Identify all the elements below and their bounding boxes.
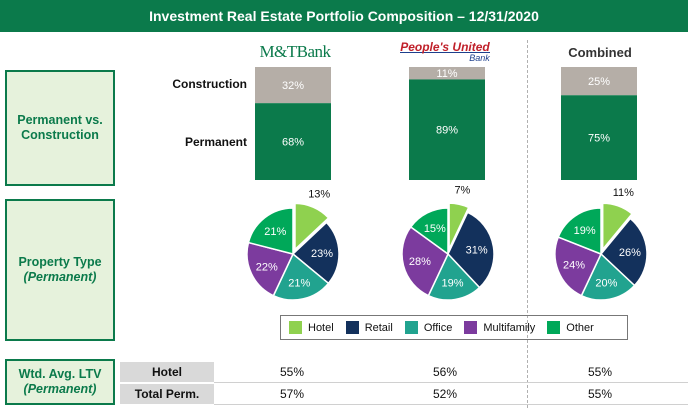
pie-legend: Hotel Retail Office Multifamily Other	[280, 315, 628, 340]
ltv-hotel-combined: 55%	[587, 365, 613, 379]
ltv-bottom-divider	[214, 404, 688, 405]
legend-item-hotel: Hotel	[289, 321, 334, 334]
peoples-united-logo-line1: People's United	[400, 39, 490, 54]
legend-label-office: Office	[423, 321, 453, 334]
row-label-property-type: Property Type (Permanent)	[5, 199, 115, 341]
bar-label-construction-pu: 11%	[436, 68, 457, 80]
ltv-row-divider	[214, 382, 688, 383]
peoples-united-logo-line2: Bank	[469, 52, 490, 63]
page-title: Investment Real Estate Portfolio Composi…	[0, 0, 688, 32]
peoples-united-logo: People's United Bank	[400, 40, 490, 64]
pie-label-mt-retail: 23%	[311, 248, 333, 260]
row-label-property-type-text: Property Type	[18, 255, 102, 269]
bar-label-permanent-pu: 89%	[436, 125, 458, 137]
bar-label-construction: Construction	[172, 77, 247, 91]
pie-slice-combined-other	[557, 207, 602, 256]
pie-slice-mt-other	[247, 207, 294, 255]
legend-label-retail: Retail	[364, 321, 393, 334]
bar-permanent-mt	[255, 103, 331, 180]
pie-label-combined-other: 19%	[574, 225, 596, 237]
bar-construction-mt	[255, 67, 331, 104]
pie-label-combined-hotel: 11%	[613, 187, 634, 199]
legend-swatch-retail	[345, 321, 359, 334]
row-label-ltv: Wtd. Avg. LTV (Permanent)	[5, 359, 115, 405]
ltv-hotel-mt: 55%	[279, 365, 305, 379]
ltv-total-pu: 52%	[432, 387, 458, 401]
legend-swatch-other	[547, 321, 561, 334]
pie-slice-pu-office	[427, 252, 481, 301]
bar-label-construction-mt: 32%	[282, 80, 304, 92]
pie-label-mt-hotel: 13%	[308, 188, 330, 200]
legend-item-multifamily: Multifamily	[464, 321, 535, 334]
legend-label-other: Other	[566, 321, 594, 334]
legend-swatch-multifamily	[464, 321, 478, 334]
pie-slice-combined-office	[580, 252, 636, 301]
ltv-total-mt: 57%	[279, 387, 305, 401]
pie-label-mt-office: 21%	[288, 277, 310, 289]
bar-permanent-pu	[409, 79, 485, 180]
column-divider	[527, 40, 528, 408]
ltv-row-label-hotel: Hotel	[120, 362, 214, 382]
bar-label-permanent-combined: 75%	[588, 133, 610, 145]
bar-label-permanent-mt: 68%	[282, 137, 304, 149]
row-label-property-type-sub: (Permanent)	[23, 270, 97, 284]
ltv-total-combined: 55%	[587, 387, 613, 401]
bar-construction-combined	[561, 67, 637, 96]
row-label-ltv-sub: (Permanent)	[23, 382, 97, 396]
pie-slice-mt-retail	[291, 221, 340, 285]
bar-label-construction-combined: 25%	[588, 76, 610, 88]
pie-label-pu-office: 19%	[442, 278, 464, 290]
pie-slice-pu-multifamily	[401, 225, 449, 297]
pie-label-mt-multifamily: 22%	[256, 261, 278, 273]
row-label-perm-vs-const-text: Permanent vs. Construction	[17, 113, 103, 142]
mt-bank-logo: M&TBank	[255, 40, 335, 64]
legend-item-retail: Retail	[345, 321, 393, 334]
combined-header-text: Combined	[568, 44, 632, 60]
pie-slice-pu-hotel	[448, 202, 470, 250]
pie-slice-combined-retail	[599, 217, 648, 287]
legend-label-multifamily: Multifamily	[483, 321, 536, 334]
bar-permanent-combined	[561, 95, 637, 180]
ltv-hotel-pu: 56%	[432, 365, 458, 379]
pie-slice-mt-multifamily	[246, 241, 295, 297]
pie-label-pu-hotel: 7%	[454, 185, 470, 197]
pie-slice-pu-retail	[447, 211, 495, 289]
bar-label-permanent: Permanent	[184, 135, 247, 149]
legend-swatch-hotel	[289, 321, 302, 334]
pie-label-mt-other: 21%	[264, 226, 286, 238]
pie-label-pu-retail: 31%	[466, 244, 488, 256]
pie-slice-mt-office	[272, 252, 330, 301]
pie-slice-mt-hotel	[294, 202, 330, 252]
ltv-row-label-total: Total Perm.	[120, 384, 214, 404]
row-label-ltv-text: Wtd. Avg. LTV	[18, 367, 102, 381]
pie-label-pu-other: 15%	[424, 223, 446, 235]
pie-label-pu-multifamily: 28%	[409, 256, 431, 268]
pie-label-combined-multifamily: 24%	[563, 260, 585, 272]
legend-swatch-office	[404, 321, 418, 334]
pie-label-combined-retail: 26%	[619, 247, 641, 259]
legend-item-other: Other	[547, 321, 594, 334]
legend-label-hotel: Hotel	[308, 321, 334, 334]
mt-bank-logo-text: M&TBank	[259, 42, 331, 61]
combined-header: Combined	[555, 40, 645, 64]
bar-construction-pu	[409, 67, 485, 80]
pie-slice-pu-other	[409, 207, 449, 256]
pie-slice-combined-hotel	[601, 202, 634, 252]
peoples-united-logo-text: People's United Bank	[400, 39, 490, 63]
pie-slice-combined-multifamily	[554, 236, 603, 297]
legend-item-office: Office	[404, 321, 453, 334]
row-label-perm-vs-const: Permanent vs. Construction	[5, 70, 115, 186]
pie-label-combined-office: 20%	[595, 277, 617, 289]
